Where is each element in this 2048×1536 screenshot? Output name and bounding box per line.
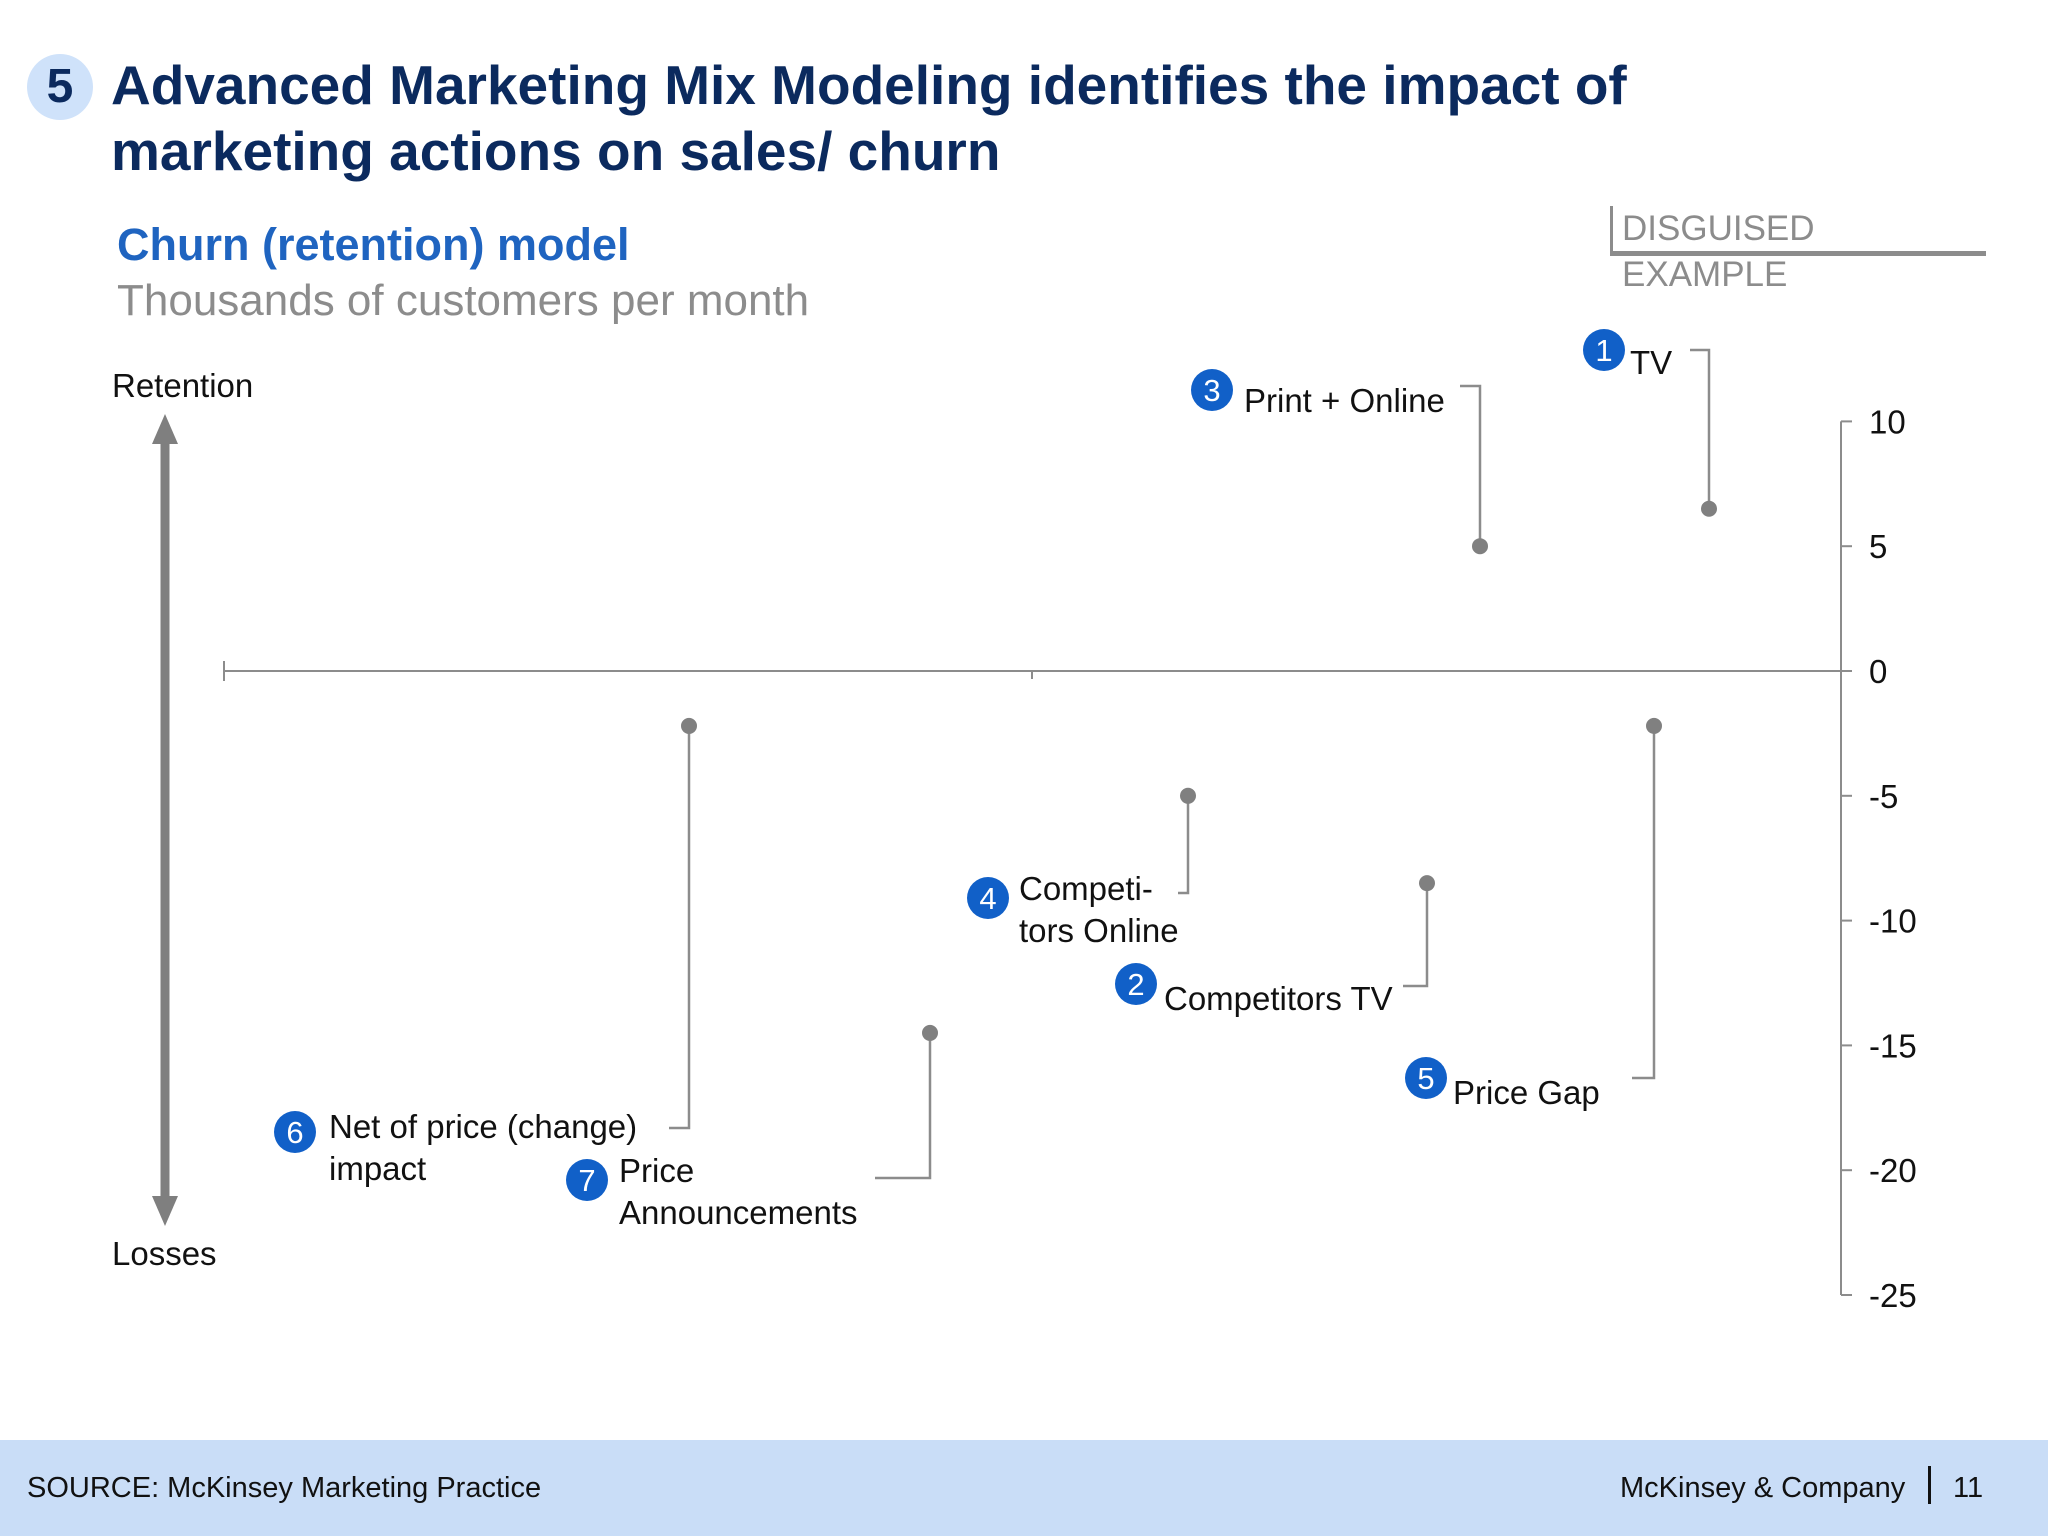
data-point-4: [1180, 787, 1196, 804]
connector-line-2: [1403, 883, 1429, 988]
retention-label: Retention: [112, 367, 254, 404]
point-label-3: Print + Online: [1244, 382, 1445, 419]
chart-subtitle: Thousands of customers per month: [117, 276, 810, 325]
point-label-5: Price Gap: [1453, 1074, 1600, 1111]
source-note: SOURCE: McKinsey Marketing Practice: [27, 1472, 542, 1504]
point-badge-number-4: 4: [979, 881, 996, 916]
churn-chart: 10 5 0 -5 -10 -15 -20 -25 1 TV 2 Competitors TV 3 Pri…: [152, 329, 1917, 1314]
point-label-6: Net of price (change): [329, 1108, 637, 1145]
page-number: 11: [1953, 1472, 1984, 1504]
point-label-4: tors Online: [1019, 912, 1179, 949]
connector-line-5: [1632, 725, 1656, 1080]
point-label-7: Price: [619, 1152, 694, 1189]
connector-line-3: [1460, 384, 1482, 547]
point-badge-number-2: 2: [1127, 967, 1144, 1002]
point-badge-number-5: 5: [1417, 1061, 1434, 1096]
point-label-7: Announcements: [619, 1194, 858, 1231]
y-tick-label: 0: [1869, 653, 1887, 690]
data-point-3: [1472, 538, 1488, 555]
point-label-1: TV: [1630, 344, 1672, 381]
point-label-4: Competi-: [1019, 870, 1153, 907]
data-point-7: [922, 1024, 938, 1041]
footer-bar: SOURCE: McKinsey Marketing Practice McKi…: [0, 1440, 2048, 1536]
point-badge-5: [1405, 1057, 1447, 1099]
y-tick-label: -5: [1869, 778, 1898, 815]
data-point-5: [1646, 717, 1662, 734]
disguised-example-label: DISGUISED EXAMPLE: [1610, 206, 1986, 294]
point-badge-number-7: 7: [578, 1163, 595, 1198]
point-label-2: Competitors TV: [1164, 980, 1393, 1017]
data-point-1: [1701, 500, 1717, 517]
point-badge-6: [274, 1111, 316, 1153]
point-badge-2: [1115, 963, 1157, 1005]
point-badge-number-6: 6: [286, 1115, 303, 1150]
data-point-6: [681, 717, 697, 734]
connector-line-7: [875, 1032, 932, 1180]
chart-title: Churn (retention) model: [117, 219, 630, 270]
point-label-6: impact: [329, 1150, 426, 1187]
losses-label: Losses: [112, 1235, 217, 1272]
point-badge-number-1: 1: [1595, 333, 1612, 368]
retention-arrow-head: [152, 414, 178, 444]
connector-line-6: [669, 725, 691, 1130]
connector-line-4: [1178, 795, 1190, 895]
y-tick-label: 5: [1869, 528, 1887, 565]
y-tick-label: -25: [1869, 1277, 1917, 1314]
y-tick-label: -15: [1869, 1027, 1917, 1064]
y-tick-label: 10: [1869, 403, 1906, 440]
point-badge-3: [1191, 369, 1233, 411]
y-tick-label: -20: [1869, 1152, 1917, 1189]
footer-separator: [1928, 1466, 1931, 1504]
section-number-badge: 5: [27, 54, 93, 120]
point-badge-1: [1583, 329, 1625, 371]
data-point-2: [1419, 875, 1435, 892]
point-badge-4: [967, 877, 1009, 919]
connector-line-1: [1690, 348, 1711, 509]
point-badge-7: [566, 1159, 608, 1201]
slide-title: Advanced Marketing Mix Modeling identifi…: [111, 54, 1627, 182]
company-name: McKinsey & Company: [1620, 1472, 1906, 1504]
y-tick-label: -10: [1869, 903, 1917, 940]
losses-arrow-head: [152, 1196, 178, 1226]
point-badge-number-3: 3: [1203, 373, 1220, 408]
